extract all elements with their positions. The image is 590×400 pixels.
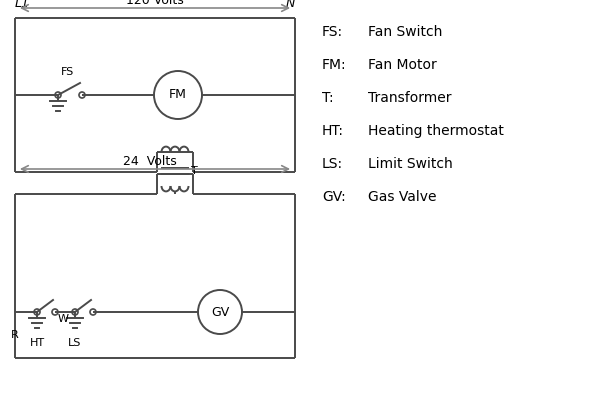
Text: GV:: GV:	[322, 190, 346, 204]
Text: 120 Volts: 120 Volts	[126, 0, 184, 7]
Text: Transformer: Transformer	[368, 91, 451, 105]
Text: T: T	[191, 166, 198, 176]
Text: 24  Volts: 24 Volts	[123, 155, 177, 168]
Text: R: R	[11, 330, 19, 340]
Text: L1: L1	[15, 0, 30, 10]
Text: W: W	[57, 314, 68, 324]
Text: N: N	[286, 0, 295, 10]
Text: HT:: HT:	[322, 124, 344, 138]
Text: HT: HT	[30, 338, 45, 348]
Text: Heating thermostat: Heating thermostat	[368, 124, 504, 138]
Text: FS:: FS:	[322, 25, 343, 39]
Text: T:: T:	[322, 91, 333, 105]
Text: LS:: LS:	[322, 157, 343, 171]
Text: Limit Switch: Limit Switch	[368, 157, 453, 171]
Text: FM:: FM:	[322, 58, 347, 72]
Text: FM: FM	[169, 88, 187, 102]
Text: Fan Motor: Fan Motor	[368, 58, 437, 72]
Text: Fan Switch: Fan Switch	[368, 25, 442, 39]
Text: LS: LS	[68, 338, 81, 348]
Text: Gas Valve: Gas Valve	[368, 190, 437, 204]
Text: FS: FS	[61, 67, 74, 77]
Text: GV: GV	[211, 306, 229, 318]
